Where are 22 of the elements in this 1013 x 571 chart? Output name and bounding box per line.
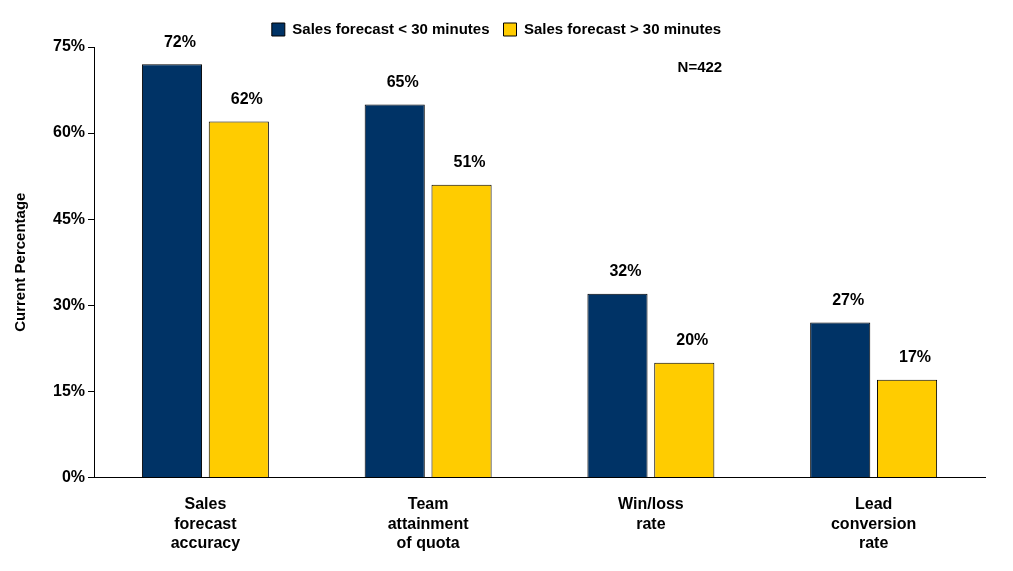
data-label: 20%	[676, 331, 709, 349]
data-label: 65%	[386, 72, 419, 90]
y-tick-label: 75%	[52, 37, 86, 55]
y-axis-title: Current Percentage	[11, 192, 29, 332]
legend-label: Sales forecast < 30 minutes	[292, 19, 490, 37]
y-tick-label: 15%	[52, 381, 86, 399]
annotation: N=422	[677, 57, 723, 75]
y-tick-label: 0%	[61, 467, 86, 485]
x-tick-label: Lead conversion rate	[830, 495, 917, 551]
y-tick-label: 60%	[52, 123, 86, 141]
data-label: 72%	[163, 32, 196, 50]
data-label: 62%	[230, 90, 263, 108]
x-tick-label: Sales forecast accuracy	[170, 495, 241, 551]
data-label: 17%	[899, 348, 932, 366]
x-tick-label: Win/loss rate	[618, 495, 684, 532]
x-tick-label: Team attainment of quota	[387, 495, 470, 551]
y-tick-label: 30%	[52, 295, 86, 313]
data-label: 32%	[609, 262, 642, 280]
data-label: 27%	[832, 290, 865, 308]
legend-label: Sales forecast > 30 minutes	[524, 19, 722, 37]
y-tick-label: 45%	[52, 209, 86, 227]
data-label: 51%	[453, 153, 486, 171]
